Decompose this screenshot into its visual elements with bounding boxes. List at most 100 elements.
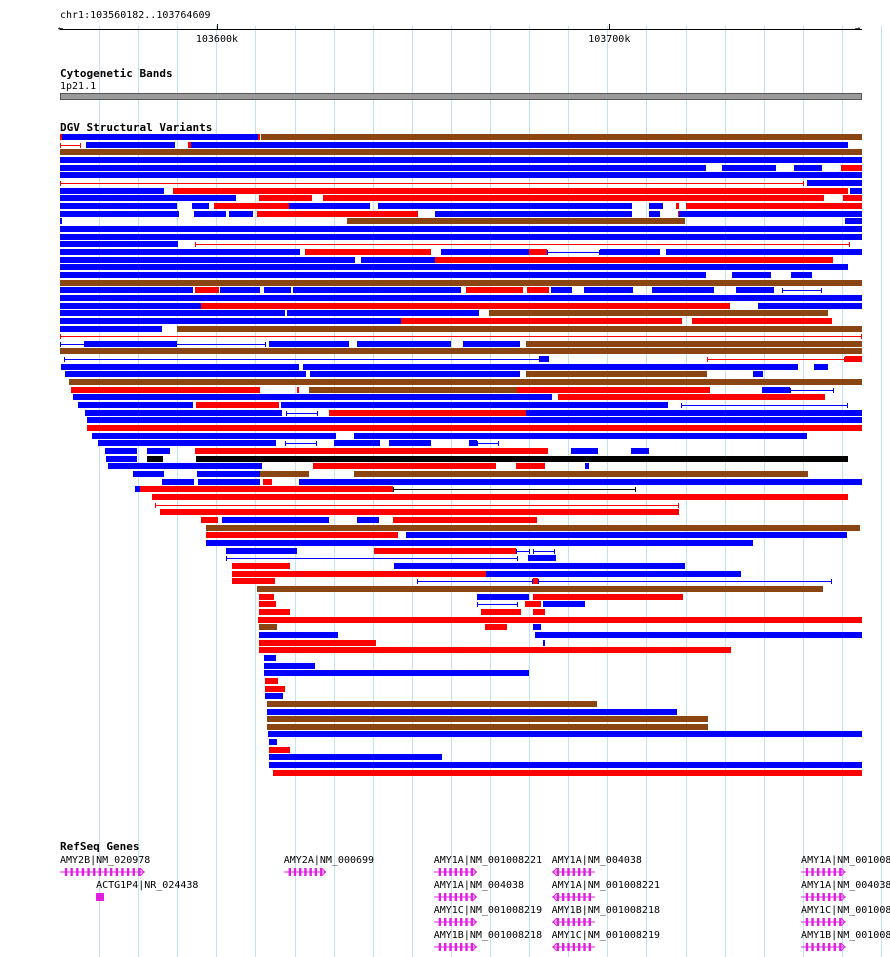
variant-gain[interactable] — [190, 141, 849, 148]
variant-gain[interactable] — [263, 287, 291, 294]
gene-model[interactable] — [433, 867, 478, 877]
variant-loss[interactable] — [194, 287, 219, 294]
variant-gain[interactable] — [60, 241, 178, 248]
variant-loss[interactable] — [173, 187, 848, 194]
variant-gain[interactable] — [525, 409, 862, 416]
variant-gain[interactable] — [434, 210, 632, 217]
variant-gain[interactable] — [680, 405, 848, 407]
variant-gain[interactable] — [806, 179, 862, 186]
variant-loss[interactable] — [258, 608, 291, 615]
gene-model[interactable] — [283, 867, 327, 877]
variant-gain[interactable] — [360, 256, 436, 263]
variant-loss[interactable] — [268, 746, 291, 753]
variant-loss[interactable] — [465, 287, 523, 294]
variant-loss[interactable] — [71, 386, 261, 393]
variant-gain-loss[interactable] — [353, 471, 809, 478]
variant-gain[interactable] — [469, 440, 478, 447]
refseq-track-title[interactable]: RefSeq Genes — [60, 840, 140, 853]
variant-gain[interactable] — [288, 202, 371, 209]
variant-loss[interactable] — [265, 685, 285, 692]
variant-gain[interactable] — [60, 317, 379, 324]
cytoband-track-title[interactable]: Cytogenetic Bands — [60, 67, 173, 80]
gene-label[interactable]: AMY1A|NM_001008221 — [433, 855, 543, 866]
gene-model[interactable] — [433, 917, 478, 927]
variant-gain[interactable] — [220, 287, 261, 294]
variant-gain[interactable] — [60, 325, 162, 332]
variant-gain[interactable] — [440, 248, 530, 255]
variant-gain[interactable] — [462, 340, 521, 347]
variant-gain-loss[interactable] — [260, 134, 862, 140]
variant-gain[interactable] — [263, 662, 316, 669]
gene-label[interactable]: ACTG1P4|NR_024438 — [96, 880, 199, 891]
variant-gain[interactable] — [845, 218, 862, 225]
variant-gain[interactable] — [64, 371, 307, 378]
gene-model[interactable] — [60, 867, 145, 877]
variant-loss[interactable] — [231, 570, 486, 577]
variant-gain[interactable] — [85, 141, 175, 148]
variant-gain-loss[interactable] — [266, 716, 708, 723]
variant-loss[interactable] — [262, 478, 272, 485]
variant-loss[interactable] — [213, 202, 289, 209]
variant-gain[interactable] — [310, 371, 521, 378]
variant-gain[interactable] — [793, 164, 822, 171]
variant-loss[interactable] — [675, 202, 680, 209]
variant-gain[interactable] — [193, 210, 226, 217]
variant-gain[interactable] — [849, 187, 862, 194]
variant-gain-loss[interactable] — [205, 524, 860, 531]
variant-gain[interactable] — [197, 471, 260, 478]
gene-label[interactable]: AMY2B|NM_020978 — [60, 855, 151, 866]
variant-gain-loss[interactable] — [60, 149, 862, 156]
variant-gain[interactable] — [108, 463, 263, 470]
variant-loss[interactable] — [231, 562, 291, 569]
variant-gain[interactable] — [60, 210, 179, 217]
variant-gain-loss[interactable] — [347, 218, 685, 225]
variant-loss[interactable] — [392, 517, 538, 523]
gene-label[interactable]: AMY1A|NM_004038 — [433, 880, 525, 891]
gene-label[interactable]: AMY1A|NM_004038 — [801, 880, 890, 891]
variant-gain[interactable] — [84, 409, 283, 416]
variant-gain[interactable] — [146, 448, 170, 455]
variant-loss[interactable] — [152, 494, 848, 501]
variant-loss[interactable] — [195, 402, 279, 409]
variant-gain[interactable] — [60, 271, 707, 278]
variant-gain-loss[interactable] — [177, 325, 862, 332]
variant-loss[interactable] — [533, 578, 538, 585]
variant-loss[interactable] — [258, 601, 276, 608]
variant-gain[interactable] — [378, 317, 401, 324]
variant-gain[interactable] — [60, 248, 300, 255]
variant-gain[interactable] — [64, 359, 546, 361]
variant-loss[interactable] — [258, 593, 275, 600]
variant-gain[interactable] — [570, 448, 599, 455]
variant-gain-loss[interactable] — [266, 700, 597, 707]
variant-gain-loss[interactable] — [257, 585, 823, 592]
variant-gain[interactable] — [263, 670, 530, 677]
gene-label[interactable]: AMY1C|NM_001008219 — [433, 905, 543, 916]
variant-gain[interactable] — [388, 440, 431, 447]
variant-loss[interactable] — [296, 386, 299, 393]
variant-gain[interactable] — [268, 340, 349, 347]
variant-gain[interactable] — [813, 363, 828, 370]
variant-gain[interactable] — [280, 402, 668, 409]
variant-gain[interactable] — [353, 432, 807, 439]
variant-loss[interactable] — [258, 134, 261, 140]
variant-loss[interactable] — [685, 202, 862, 209]
variant-gain[interactable] — [598, 264, 849, 271]
variant-gain[interactable] — [60, 233, 862, 240]
variant-loss[interactable] — [201, 517, 218, 523]
variant-loss[interactable] — [323, 195, 825, 202]
variant-gain[interactable] — [269, 762, 862, 769]
gene-model[interactable] — [801, 942, 846, 952]
variant-gain[interactable] — [60, 218, 62, 225]
variant-gain[interactable] — [665, 248, 862, 255]
variant-loss[interactable] — [435, 256, 834, 263]
variant-gain[interactable] — [298, 478, 862, 485]
variant-loss[interactable] — [312, 463, 497, 470]
variant-gain[interactable] — [226, 547, 298, 554]
variant-gain[interactable] — [60, 202, 178, 209]
variant-gain[interactable] — [533, 550, 555, 552]
variant-loss[interactable] — [194, 244, 850, 246]
variant-loss[interactable] — [201, 302, 731, 309]
variant-gain[interactable] — [292, 287, 461, 294]
variant-gain[interactable] — [515, 550, 530, 552]
variant-gain-loss[interactable] — [266, 723, 708, 730]
